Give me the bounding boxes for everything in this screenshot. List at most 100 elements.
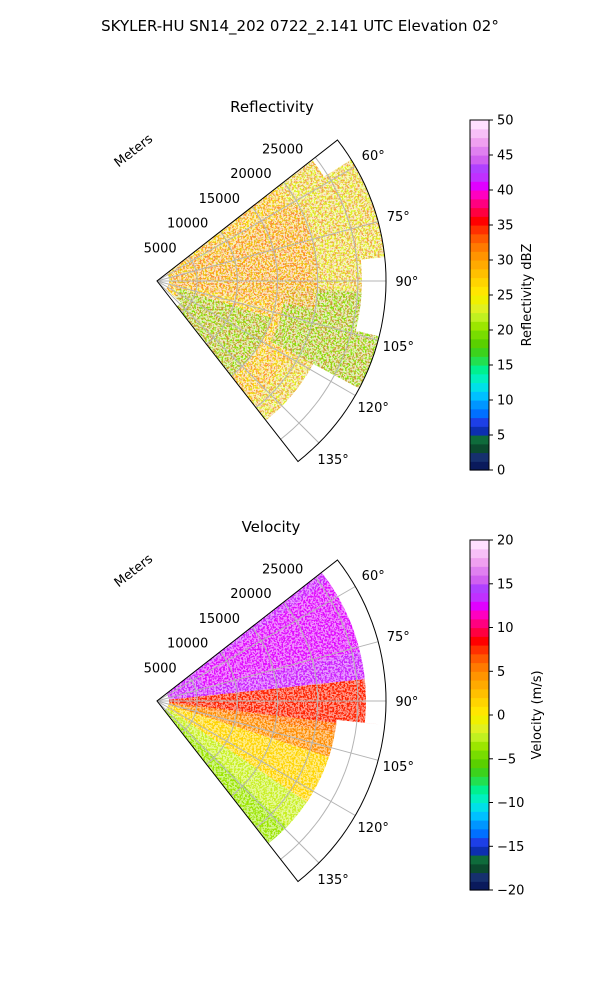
colorbar-swatch (470, 715, 489, 725)
colorbar-tick-label: 15 (497, 577, 514, 592)
colorbar-swatch (470, 802, 489, 812)
range-ring-5000 (181, 256, 198, 314)
range-ring-20000 (255, 181, 319, 408)
range-tick-label: 10000 (167, 637, 208, 652)
colorbar-swatch (470, 408, 489, 419)
colorbar-swatch (470, 373, 489, 384)
azimuth-tick-label: 105° (383, 340, 414, 355)
colorbar-swatch (470, 820, 489, 830)
colorbar-swatch (470, 365, 489, 375)
colorbar-swatch (470, 146, 489, 156)
colorbar-swatch (470, 426, 489, 436)
colorbar-swatch (470, 172, 489, 182)
colorbar-swatch (470, 557, 489, 567)
colorbar-swatch (470, 706, 489, 716)
colorbar-swatch (470, 627, 489, 637)
colorbar-tick-label: 5 (497, 429, 505, 444)
colorbar-tick-label: 10 (497, 394, 514, 409)
colorbar-swatch (470, 863, 489, 874)
range-tick-label: 15000 (199, 192, 240, 207)
colorbar-swatch (470, 776, 489, 786)
colorbar-tick-label: 40 (497, 184, 514, 199)
colorbar-swatch (470, 321, 489, 331)
reflectivity-sector-frame (156, 139, 387, 463)
reflectivity-data-field (157, 140, 386, 462)
azimuth-tick-label: 75° (387, 630, 410, 645)
velocity-azimuth-labels: 60° 75° 90° 105° 120° 135° (317, 569, 418, 888)
colorbar-swatch (470, 277, 489, 287)
velocity-colorbar: −20 −15 −10 −5 0 5 10 15 20 Velocity (m/s) (469, 534, 545, 899)
range-ring-25000 (280, 157, 359, 440)
colorbar-swatch (470, 120, 489, 130)
colorbar-swatch (470, 540, 489, 550)
azimuth-spoke-60 (156, 586, 356, 702)
azimuth-spoke-105 (156, 700, 379, 761)
reflectivity-colorbar: 0 5 10 15 20 25 30 35 40 45 50 Reflectivity dBZ (469, 114, 535, 479)
colorbar-swatch (470, 741, 489, 751)
velocity-polar-grid (156, 577, 386, 864)
colorbar-swatch (470, 881, 489, 891)
colorbar-swatch (470, 391, 489, 401)
colorbar-tick-label: 0 (497, 464, 505, 479)
colorbar-tick-label: 20 (497, 534, 514, 549)
range-ring-10000 (206, 651, 238, 765)
colorbar-swatch (470, 251, 489, 261)
colorbar-swatch (470, 356, 489, 366)
colorbar-tick-label: 25 (497, 289, 514, 304)
range-tick-label: 25000 (262, 562, 303, 577)
colorbar-swatch (470, 295, 489, 305)
colorbar-swatch (470, 435, 489, 445)
colorbar-swatch (470, 233, 489, 244)
velocity-colorbar-ticks: −20 −15 −10 −5 0 5 10 15 20 (489, 534, 524, 899)
colorbar-swatch (470, 688, 489, 699)
colorbar-tick-label: 45 (497, 149, 514, 164)
colorbar-tick-label: 10 (497, 621, 514, 636)
colorbar-swatch (470, 330, 489, 340)
azimuth-spoke-120 (156, 700, 356, 816)
range-ring-15000 (230, 206, 278, 377)
azimuth-tick-label: 120° (358, 401, 389, 416)
colorbar-swatch (470, 610, 489, 620)
colorbar-swatch (470, 347, 489, 357)
colorbar-swatch (470, 181, 489, 191)
colorbar-swatch (470, 785, 489, 795)
colorbar-swatch (470, 198, 489, 209)
colorbar-tick-label: −20 (497, 884, 524, 899)
range-tick-label: 20000 (230, 587, 271, 602)
colorbar-swatch (470, 723, 489, 734)
colorbar-swatch (470, 653, 489, 664)
colorbar-swatch (470, 286, 489, 296)
velocity-plot-area: 5000 10000 15000 20000 25000 60° 75° 90° 105° 12… (112, 552, 419, 889)
colorbar-tick-label: 0 (497, 709, 505, 724)
range-tick-label: 25000 (262, 142, 303, 157)
colorbar-swatch (470, 260, 489, 270)
reflectivity-colorbar-label: Reflectivity dBZ (520, 244, 535, 347)
colorbar-swatch (470, 382, 489, 392)
azimuth-tick-label: 60° (362, 149, 385, 164)
colorbar-swatch (470, 137, 489, 147)
azimuth-tick-label: 75° (387, 210, 410, 225)
colorbar-swatch (470, 680, 489, 690)
colorbar-swatch (470, 155, 489, 165)
colorbar-swatch (470, 163, 489, 174)
velocity-range-axis-label: Meters (112, 552, 156, 591)
reflectivity-range-axis-label: Meters (112, 132, 156, 171)
azimuth-spoke-105 (156, 280, 379, 341)
colorbar-swatch (470, 758, 489, 769)
azimuth-spoke-60 (156, 166, 356, 282)
colorbar-tick-label: −5 (497, 752, 516, 767)
azimuth-tick-label: 120° (358, 821, 389, 836)
colorbar-swatch (470, 452, 489, 462)
azimuth-tick-label: 60° (362, 569, 385, 584)
colorbar-swatch (470, 662, 489, 672)
colorbar-swatch (470, 645, 489, 655)
colorbar-swatch (470, 461, 489, 471)
colorbar-swatch (470, 225, 489, 235)
velocity-data-field (157, 560, 386, 882)
range-tick-label: 20000 (230, 167, 271, 182)
colorbar-swatch (470, 338, 489, 349)
colorbar-tick-label: −10 (497, 796, 524, 811)
azimuth-tick-label: 105° (383, 760, 414, 775)
range-tick-label: 15000 (199, 612, 240, 627)
